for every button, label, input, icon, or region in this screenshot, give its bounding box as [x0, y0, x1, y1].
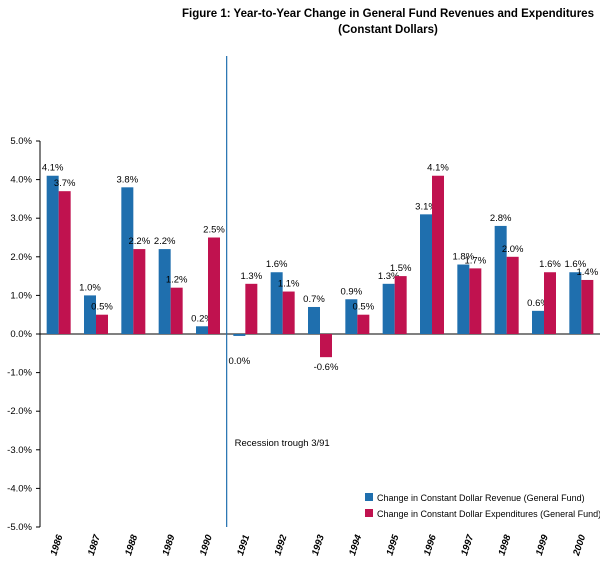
expenditure-label-1990: 2.5%: [203, 225, 225, 236]
x-tick-label-1991: 1991: [235, 534, 252, 558]
revenue-bar-1987: [84, 295, 96, 334]
expenditure-label-1999: 1.6%: [539, 259, 561, 270]
legend-label-0: Change in Constant Dollar Revenue (Gener…: [377, 493, 585, 503]
y-tick-label: 1.0%: [10, 290, 32, 301]
y-tick-label: -3.0%: [7, 445, 32, 456]
revenue-bar-1991: [233, 334, 246, 336]
revenue-bar-1997: [457, 264, 470, 334]
x-tick-label-2000: 2000: [571, 533, 589, 558]
expenditure-label-1987: 0.5%: [91, 302, 113, 313]
y-tick-label: 3.0%: [10, 213, 32, 224]
revenue-bar-1998: [494, 225, 507, 334]
revenue-label-1998: 2.8%: [490, 213, 512, 224]
expenditure-label-1996: 4.1%: [427, 163, 449, 174]
expenditure-bar-1987: [96, 314, 108, 334]
expenditure-label-1992: 1.1%: [278, 279, 300, 290]
revenue-bar-1994: [345, 299, 358, 334]
recession-annotation: Recession trough 3/91: [235, 438, 330, 449]
revenue-label-1994: 0.9%: [341, 286, 363, 297]
expenditure-bar-1998: [506, 256, 519, 334]
legend-swatch-1: [365, 509, 373, 517]
y-tick-label: 5.0%: [10, 136, 32, 147]
expenditure-bar-1995: [394, 276, 407, 334]
revenue-bar-1995: [382, 283, 395, 334]
x-tick-label-1989: 1989: [161, 533, 178, 557]
x-tick-label-1997: 1997: [459, 533, 476, 557]
revenue-bar-1988: [121, 187, 134, 334]
x-tick-label-1986: 1986: [49, 533, 66, 557]
revenue-label-1992: 1.6%: [266, 259, 288, 270]
legend-swatch-0: [365, 493, 373, 501]
expenditure-bar-1991: [245, 283, 258, 334]
revenue-bar-1996: [420, 214, 432, 334]
expenditure-label-1986: 3.7%: [54, 178, 76, 189]
expenditure-bar-2000: [581, 279, 594, 334]
x-tick-label-1993: 1993: [310, 533, 327, 557]
revenue-label-1993: 0.7%: [303, 294, 325, 305]
revenue-label-1999: 0.6%: [527, 298, 549, 309]
x-tick-label-1987: 1987: [86, 533, 103, 557]
y-tick-label: 0.0%: [10, 329, 32, 340]
revenue-label-2000: 1.6%: [565, 259, 587, 270]
x-tick-label-1999: 1999: [534, 533, 551, 557]
x-tick-label-1996: 1996: [422, 533, 439, 557]
revenue-label-1997: 1.8%: [453, 252, 475, 263]
revenue-bar-1993: [308, 306, 320, 334]
revenue-bar-1990: [196, 326, 208, 334]
y-tick-label: -5.0%: [7, 522, 32, 533]
expenditure-label-1997: 1.7%: [465, 255, 487, 266]
expenditure-label-1988: 2.2%: [129, 236, 151, 247]
revenue-label-1995: 1.3%: [378, 271, 400, 282]
y-tick-label: -2.0%: [7, 406, 32, 417]
expenditure-bar-1997: [469, 268, 482, 334]
x-tick-label-1990: 1990: [198, 533, 215, 557]
revenue-label-1990: 0.2%: [191, 313, 213, 324]
revenue-bar-1989: [158, 249, 171, 334]
revenue-bar-1986: [46, 175, 59, 334]
x-tick-label-1994: 1994: [347, 533, 364, 557]
expenditure-label-1994: 0.5%: [353, 302, 375, 313]
revenue-bar-1999: [532, 310, 544, 334]
expenditure-bar-1990: [208, 237, 220, 334]
expenditure-label-1995: 1.5%: [390, 263, 412, 274]
y-tick-label: 2.0%: [10, 252, 32, 263]
revenue-label-1987: 1.0%: [79, 282, 101, 293]
revenue-label-1986: 4.1%: [42, 163, 64, 174]
expenditure-bar-1999: [544, 272, 556, 334]
expenditure-bar-1994: [357, 314, 370, 334]
y-tick-label: -4.0%: [7, 483, 32, 494]
x-tick-label-1998: 1998: [497, 533, 514, 557]
expenditure-label-1993: -0.6%: [314, 362, 339, 373]
legend-label-1: Change in Constant Dollar Expenditures (…: [377, 509, 600, 519]
plot-area: 5.0% 4.0% 3.0% 2.0% 1.0% 0.0% -1.0% -2.0% -3.0% -…: [7, 56, 600, 558]
x-tick-label-1995: 1995: [385, 533, 402, 557]
expenditure-bar-1992: [282, 291, 295, 334]
y-tick-label: -1.0%: [7, 368, 32, 379]
revenue-label-1991: 0.0%: [229, 356, 251, 367]
chart-title: Figure 1: Year-to-Year Change in General…: [182, 8, 594, 20]
expenditure-label-1991: 1.3%: [241, 271, 263, 282]
revenue-label-1989: 2.2%: [154, 236, 176, 247]
revenue-label-1988: 3.8%: [117, 174, 139, 185]
expenditure-bar-1988: [133, 249, 146, 334]
expenditure-bar-1993: [320, 334, 332, 358]
expenditure-bar-1989: [170, 287, 183, 334]
x-tick-label-1992: 1992: [273, 533, 290, 557]
expenditure-bar-1986: [58, 191, 71, 334]
expenditure-label-2000: 1.4%: [577, 267, 599, 278]
y-tick-label: 4.0%: [10, 175, 32, 186]
revenue-label-1996: 3.1%: [415, 201, 437, 212]
revenue-bar-1992: [270, 272, 283, 334]
expenditure-label-1998: 2.0%: [502, 244, 524, 255]
chart-subtitle: (Constant Dollars): [338, 24, 438, 36]
expenditure-bar-1996: [432, 175, 444, 334]
x-tick-label-1988: 1988: [123, 533, 140, 557]
revenue-bar-2000: [569, 272, 582, 334]
expenditure-label-1989: 1.2%: [166, 275, 188, 286]
